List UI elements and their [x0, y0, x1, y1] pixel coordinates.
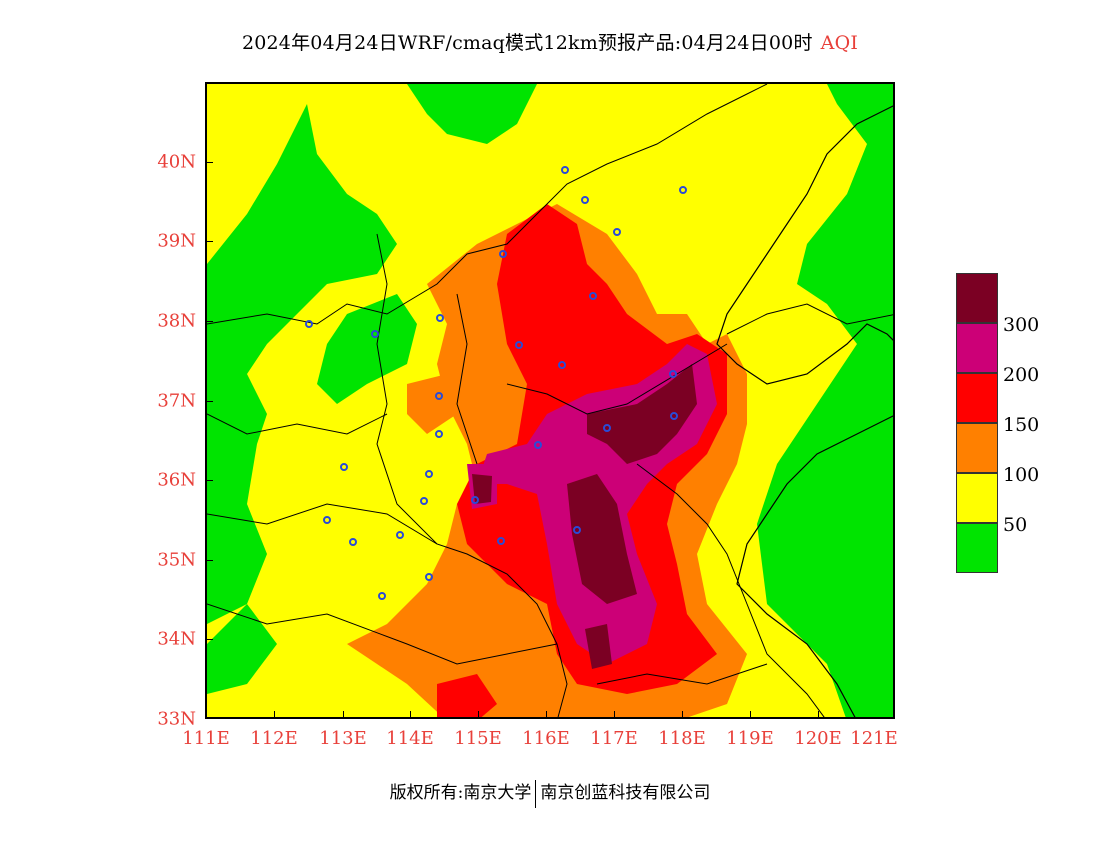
footer-copyright: 版权所有:南京大学 — [389, 783, 532, 803]
legend-swatch-150 — [956, 373, 998, 423]
legend-label-200: 200 — [1003, 364, 1040, 386]
legend-label-150: 150 — [1003, 414, 1040, 436]
lat-tick — [205, 401, 213, 402]
lat-label: 40N — [157, 151, 196, 173]
coastline-south — [736, 415, 893, 717]
lon-tick — [750, 711, 751, 719]
lon-label: 117E — [590, 728, 638, 749]
lat-label: 34N — [157, 628, 196, 650]
lon-tick — [343, 711, 344, 719]
field-maroon-core — [587, 364, 697, 464]
lat-label: 38N — [157, 310, 196, 332]
lon-tick — [682, 711, 683, 719]
lon-tick — [478, 711, 479, 719]
lon-label: 118E — [658, 728, 706, 749]
field-green-west — [207, 104, 397, 624]
field-green-north — [407, 84, 537, 144]
lat-tick — [205, 162, 213, 163]
legend-swatch-100 — [956, 423, 998, 473]
legend-swatch-200 — [956, 323, 998, 373]
aqi-legend — [956, 273, 998, 575]
coastline — [716, 105, 893, 385]
legend-swatch-0 — [956, 523, 998, 573]
field-green-west2 — [317, 294, 417, 404]
lat-label: 33N — [157, 708, 196, 730]
lon-tick — [614, 711, 615, 719]
lat-label: 36N — [157, 469, 196, 491]
lon-label: 111E — [182, 728, 230, 749]
lon-label: 114E — [386, 728, 434, 749]
title-product: AQI — [820, 32, 859, 54]
lat-label: 37N — [157, 390, 196, 412]
field-green-sw — [207, 604, 277, 694]
footer-separator — [535, 779, 537, 808]
aqi-map — [205, 82, 895, 719]
lon-label: 119E — [726, 728, 774, 749]
field-maroon-west — [472, 474, 492, 504]
lat-tick — [205, 480, 213, 481]
lat-label: 39N — [157, 230, 196, 252]
lon-label: 120E — [794, 728, 842, 749]
footer-company: 南京创蓝科技有限公司 — [540, 783, 711, 803]
lon-tick — [410, 711, 411, 719]
field-orange-nw — [407, 374, 457, 434]
legend-label-300: 300 — [1003, 314, 1040, 336]
legend-swatch-50 — [956, 473, 998, 523]
lat-tick — [205, 321, 213, 322]
lon-label: 112E — [250, 728, 298, 749]
lat-tick — [205, 639, 213, 640]
lon-tick — [546, 711, 547, 719]
city-markers — [305, 166, 687, 600]
legend-label-100: 100 — [1003, 464, 1040, 486]
footer: 版权所有:南京大学 南京创蓝科技有限公司 — [0, 778, 1100, 808]
lon-label: 113E — [319, 728, 367, 749]
lat-tick — [205, 560, 213, 561]
province-boundaries — [207, 84, 893, 717]
lon-label: 115E — [454, 728, 502, 749]
lon-label: 116E — [522, 728, 570, 749]
lon-tick — [818, 711, 819, 719]
lon-tick — [274, 711, 275, 719]
lon-label: 121E — [850, 728, 898, 749]
field-maroon-south2 — [585, 624, 612, 669]
field-red-sw — [437, 674, 497, 717]
legend-swatch-300 — [956, 273, 998, 323]
lat-label: 35N — [157, 549, 196, 571]
lat-tick — [205, 241, 213, 242]
field-green-east — [757, 84, 893, 717]
map-title: 2024年04月24日WRF/cmaq模式12km预报产品:04月24日00时 A… — [0, 28, 1100, 55]
aqi-field-svg — [207, 84, 893, 717]
legend-label-50: 50 — [1003, 514, 1028, 536]
title-main: 2024年04月24日WRF/cmaq模式12km预报产品:04月24日00时 — [241, 32, 813, 54]
field-maroon-south — [567, 474, 637, 604]
